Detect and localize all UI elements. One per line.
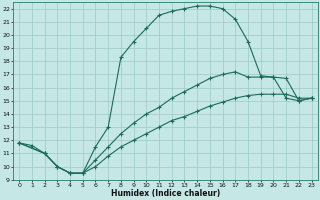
- X-axis label: Humidex (Indice chaleur): Humidex (Indice chaleur): [111, 189, 220, 198]
